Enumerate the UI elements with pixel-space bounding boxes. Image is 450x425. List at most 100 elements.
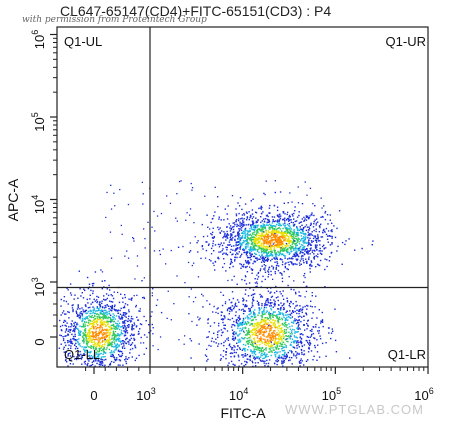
data-point	[306, 340, 308, 342]
data-point	[315, 247, 317, 249]
data-point	[295, 336, 298, 338]
data-point	[274, 300, 276, 303]
data-point	[321, 319, 324, 321]
data-point	[67, 311, 69, 313]
data-point	[228, 344, 230, 346]
data-point	[113, 339, 115, 341]
data-point	[88, 354, 91, 357]
data-point	[104, 299, 106, 301]
data-point	[264, 225, 266, 227]
data-point	[257, 244, 259, 246]
data-point	[116, 359, 118, 361]
data-point	[97, 333, 99, 335]
data-point	[212, 237, 214, 239]
data-point	[83, 342, 85, 344]
data-point	[240, 309, 243, 311]
data-point	[231, 235, 233, 237]
data-point	[284, 338, 287, 341]
data-point	[258, 347, 261, 350]
data-point	[79, 316, 82, 318]
data-point	[81, 363, 83, 365]
data-point	[117, 320, 119, 322]
data-point	[260, 228, 262, 231]
data-point	[93, 307, 95, 309]
data-point	[229, 346, 232, 348]
data-point	[319, 338, 322, 340]
data-point	[72, 325, 75, 328]
data-point	[279, 217, 282, 220]
data-point	[227, 234, 230, 236]
data-point	[251, 344, 253, 346]
data-point	[286, 231, 289, 233]
data-point	[305, 224, 308, 226]
data-point	[282, 341, 285, 343]
data-point	[262, 353, 265, 356]
data-point	[239, 323, 242, 326]
data-point	[94, 312, 97, 315]
data-point	[245, 248, 247, 250]
data-point	[63, 300, 65, 302]
data-point	[70, 329, 72, 331]
data-point	[244, 231, 246, 234]
data-point	[282, 290, 284, 292]
data-point	[282, 232, 285, 234]
data-point	[320, 223, 322, 225]
data-point	[269, 241, 272, 243]
data-point	[303, 281, 305, 283]
data-point	[309, 224, 312, 227]
data-point	[307, 324, 309, 326]
data-point	[158, 250, 161, 252]
data-point	[125, 342, 127, 344]
data-point	[271, 302, 273, 304]
data-point	[101, 324, 103, 326]
data-point	[111, 327, 113, 330]
data-point	[254, 346, 256, 348]
data-point	[238, 212, 240, 215]
data-point	[240, 263, 243, 266]
data-point	[184, 335, 186, 337]
data-point	[242, 221, 244, 223]
data-point	[263, 320, 265, 322]
data-point	[244, 239, 247, 242]
data-point	[279, 240, 281, 242]
data-point	[283, 239, 285, 241]
data-point	[296, 259, 298, 262]
data-point	[263, 323, 266, 325]
data-point	[268, 315, 271, 317]
data-point	[117, 333, 119, 335]
data-point	[299, 328, 301, 330]
data-point	[231, 324, 233, 326]
data-point	[106, 312, 108, 314]
data-point	[280, 215, 282, 217]
data-point	[288, 331, 290, 333]
data-point	[151, 226, 153, 228]
data-point	[74, 294, 76, 296]
data-point	[114, 337, 116, 339]
data-point	[244, 305, 246, 308]
data-point	[89, 316, 91, 318]
data-point	[283, 353, 286, 355]
data-point	[288, 247, 291, 249]
data-point	[271, 216, 274, 218]
data-point	[246, 235, 248, 237]
data-point	[109, 305, 112, 308]
data-point	[114, 304, 116, 306]
data-point	[282, 261, 284, 263]
data-point	[121, 352, 124, 355]
data-point	[65, 328, 68, 330]
data-point	[98, 349, 101, 351]
data-point	[249, 309, 251, 312]
data-point	[118, 344, 120, 346]
data-point	[222, 318, 225, 320]
data-point	[281, 245, 284, 247]
data-point	[283, 329, 286, 331]
data-point	[91, 314, 93, 317]
data-point	[304, 250, 306, 252]
data-point	[287, 319, 289, 321]
data-point	[275, 342, 277, 345]
data-point	[250, 331, 253, 333]
data-point	[270, 325, 272, 327]
data-point	[319, 240, 321, 242]
data-point	[271, 326, 273, 329]
data-point	[137, 319, 140, 321]
